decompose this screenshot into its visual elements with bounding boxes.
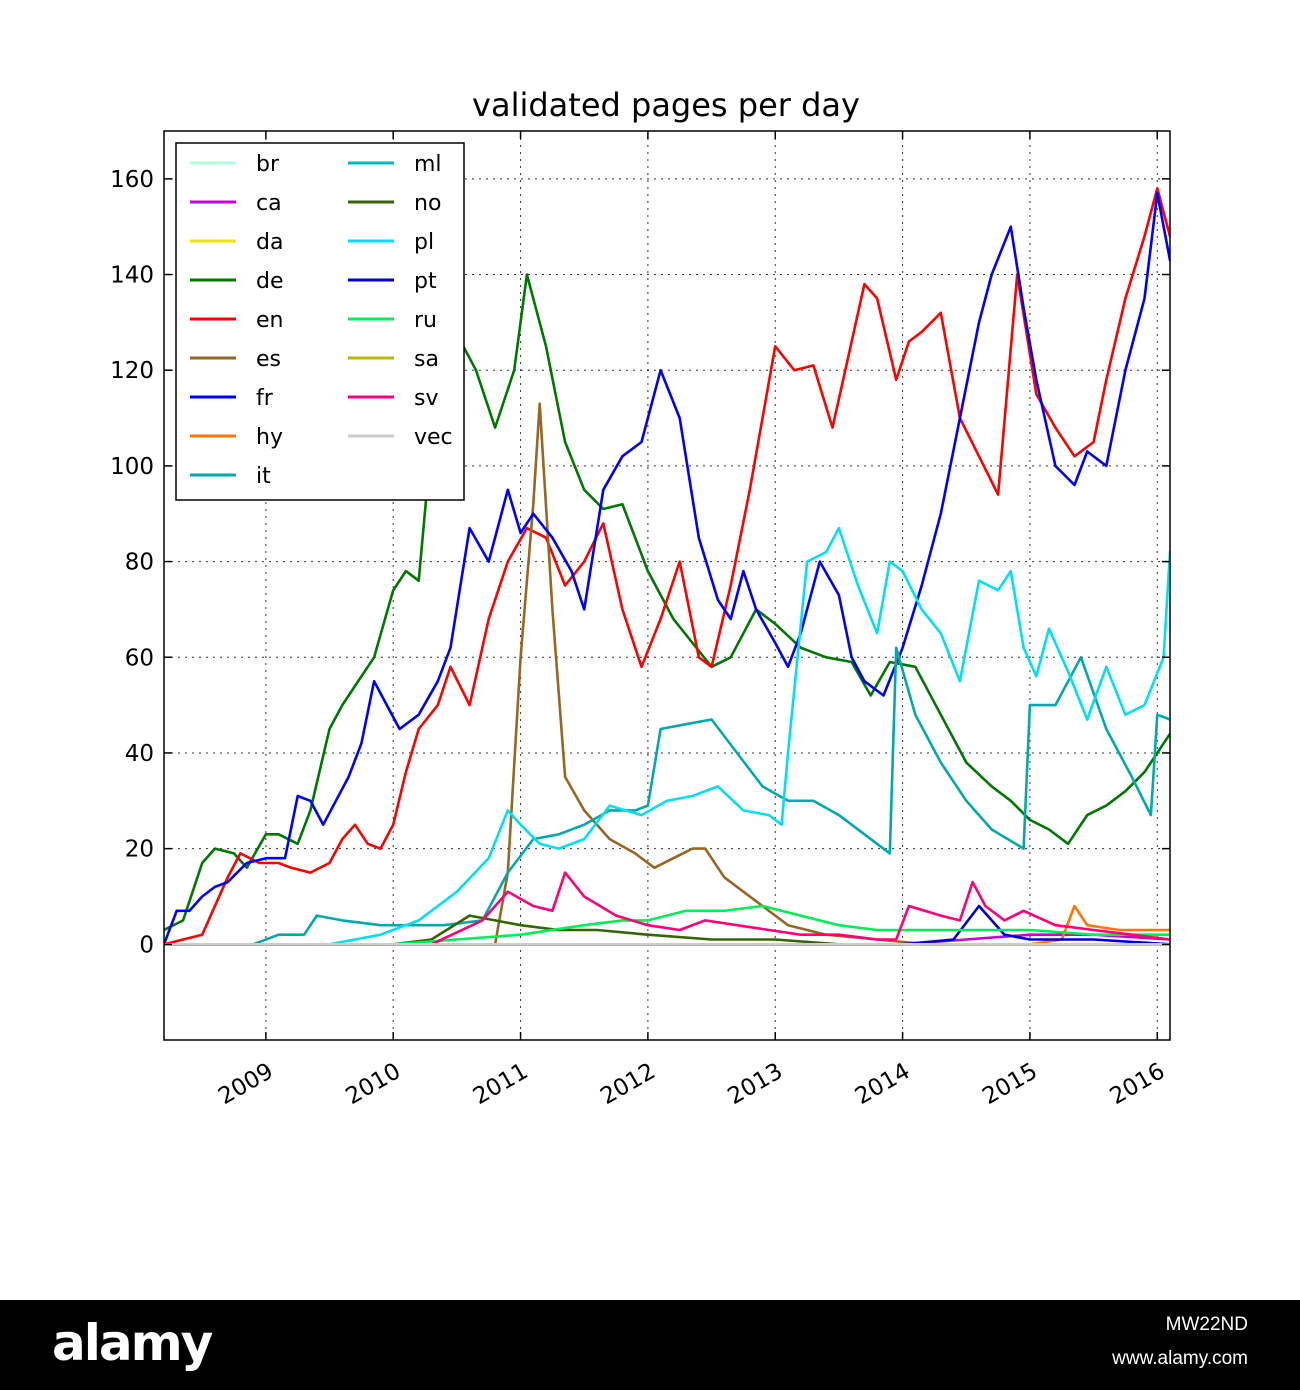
series-line-sv xyxy=(164,871,1170,946)
x-tick-label: 2010 xyxy=(342,1058,406,1110)
y-tick-label: 160 xyxy=(110,167,154,193)
x-tick-label: 2012 xyxy=(596,1058,660,1110)
plot-frame xyxy=(163,130,1171,1041)
series-line-en xyxy=(164,187,1170,946)
legend-label-es: es xyxy=(256,347,281,372)
legend-label-br: br xyxy=(256,152,280,177)
legend-label-fr: fr xyxy=(256,386,274,411)
series-line-de xyxy=(164,273,1170,932)
series-line-it xyxy=(164,646,1170,946)
x-tick-label: 2015 xyxy=(978,1058,1042,1110)
legend-label-de: de xyxy=(256,269,284,294)
y-tick-label: 120 xyxy=(110,358,154,384)
series-line-ru xyxy=(164,904,1170,946)
x-tick-label: 2009 xyxy=(214,1058,278,1110)
legend-label-ml: ml xyxy=(414,152,442,177)
legend-label-no: no xyxy=(414,191,441,216)
grid-lines xyxy=(164,131,1170,1040)
legend-label-vec: vec xyxy=(414,425,453,450)
chart-title: validated pages per day xyxy=(472,86,860,124)
y-tick-label: 140 xyxy=(110,263,154,289)
legend-label-sv: sv xyxy=(414,386,438,411)
y-tick-label: 80 xyxy=(125,550,154,576)
legend-label-da: da xyxy=(256,230,283,255)
brand-logo: alamy xyxy=(52,1314,213,1372)
series-line-fr xyxy=(164,191,1170,946)
series-line-pl xyxy=(164,526,1170,946)
image-id-text: MW22ND xyxy=(1165,1314,1248,1335)
y-tick-label: 0 xyxy=(139,932,154,958)
watermark-footer: alamy MW22ND www.alamy.com xyxy=(0,1300,1300,1390)
legend: br ca da de en es fr hy it ml no pl pt ru sa sv vec xyxy=(175,142,465,501)
legend-label-pt: pt xyxy=(414,269,437,294)
y-tick-label: 100 xyxy=(110,454,154,480)
x-tick-label: 2016 xyxy=(1106,1058,1170,1110)
series-lines xyxy=(164,187,1170,946)
legend-label-ru: ru xyxy=(414,308,437,333)
series-line-es xyxy=(164,402,1170,946)
legend-label-hy: hy xyxy=(256,425,283,450)
x-tick-label: 2013 xyxy=(724,1058,788,1110)
line-chart: validated pages per day 0 20 40 60 80 100 120 1… xyxy=(110,86,1171,1110)
legend-label-en: en xyxy=(256,308,283,333)
y-tick-label: 40 xyxy=(125,741,154,767)
y-tick-label: 60 xyxy=(125,645,154,671)
x-tick-label: 2014 xyxy=(851,1058,915,1110)
y-tick-label: 20 xyxy=(125,837,154,863)
site-url-text: www.alamy.com xyxy=(1112,1348,1248,1369)
x-tick-label: 2011 xyxy=(469,1058,533,1110)
legend-label-pl: pl xyxy=(414,230,434,255)
legend-label-ca: ca xyxy=(256,191,282,216)
legend-label-it: it xyxy=(256,464,271,489)
legend-label-sa: sa xyxy=(414,347,439,372)
